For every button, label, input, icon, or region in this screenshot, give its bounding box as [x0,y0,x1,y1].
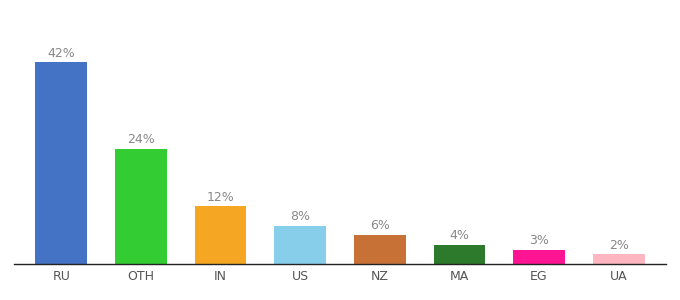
Bar [434,245,486,264]
Text: 6%: 6% [370,219,390,232]
Text: 4%: 4% [449,229,469,242]
Bar [513,250,565,264]
Bar [35,62,87,264]
Text: 3%: 3% [529,234,549,247]
Text: 12%: 12% [207,190,235,203]
Text: 42%: 42% [48,46,75,59]
Text: 24%: 24% [127,133,155,146]
Text: 8%: 8% [290,210,310,223]
Bar [354,235,406,264]
Bar [194,206,246,264]
Text: 2%: 2% [609,238,628,251]
Bar [274,226,326,264]
Bar [115,149,167,264]
Bar [593,254,645,264]
